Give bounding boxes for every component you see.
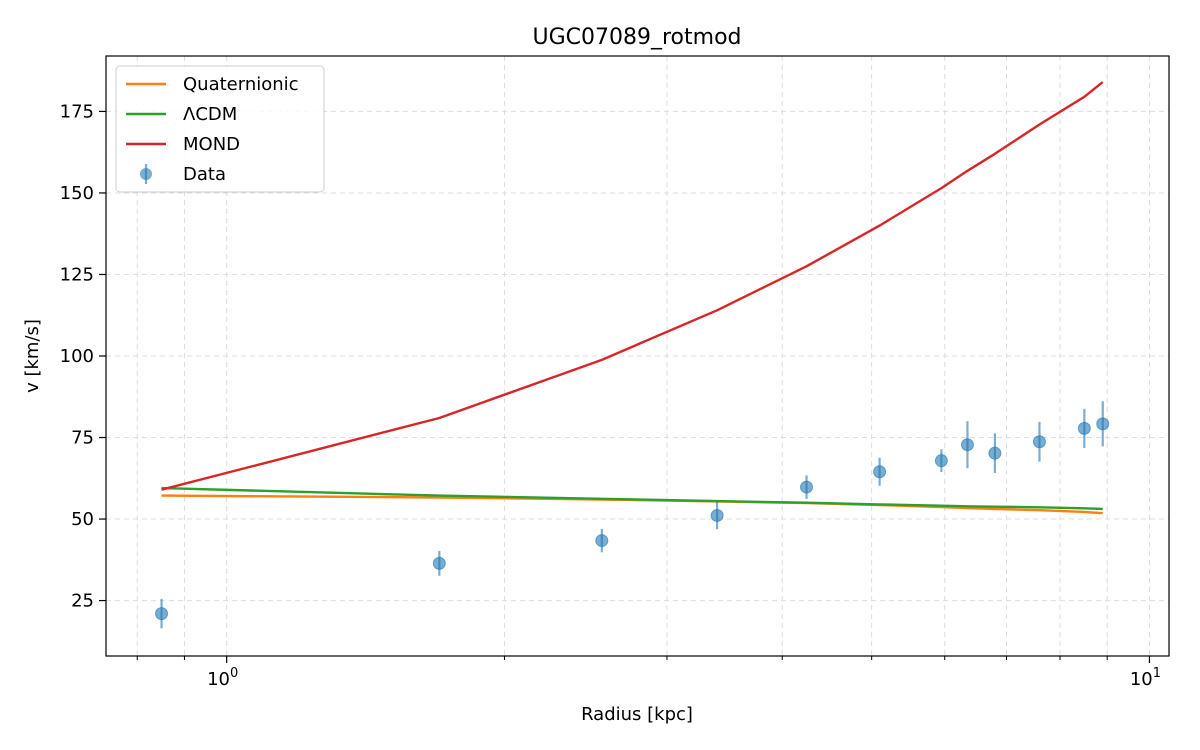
legend-box	[115, 65, 325, 193]
legend-label-quaternionic: Quaternionic	[183, 74, 299, 95]
plot-lines	[161, 81, 1104, 515]
legend-swatch-data	[140, 168, 152, 180]
legend-label-data: Data	[183, 164, 226, 185]
data-point	[432, 556, 446, 570]
data-point	[595, 534, 609, 548]
y-tick-label: 150	[60, 183, 94, 204]
x-tick-base: 10	[1130, 669, 1153, 690]
data-point	[1096, 417, 1110, 431]
axis-ticks	[99, 110, 1151, 663]
legend-label-lcdm: ΛCDM	[183, 104, 237, 125]
x-tick-exponent: 1	[1153, 666, 1161, 681]
y-tick-label: 100	[60, 346, 94, 367]
data-point	[155, 607, 169, 621]
y-tick-label: 25	[71, 591, 94, 612]
data-point	[710, 508, 724, 522]
data-point	[800, 480, 814, 494]
y-tick-label: 50	[71, 509, 94, 530]
data-point	[988, 446, 1002, 460]
data-point	[1032, 435, 1046, 449]
y-axis-label: v [km/s]	[22, 319, 43, 393]
x-tick-label: 100	[207, 666, 238, 690]
plot-points	[155, 401, 1110, 629]
y-tick-label: 75	[71, 428, 94, 449]
series-line-mond	[161, 81, 1104, 491]
data-point	[1077, 421, 1091, 435]
data-point	[934, 454, 948, 468]
grid	[106, 56, 1169, 656]
x-axis-label: Radius [kpc]	[581, 704, 693, 725]
y-tick-label: 125	[60, 264, 94, 285]
x-tick-label: 101	[1130, 666, 1161, 690]
legend: Quaternionic ΛCDM MOND Data	[115, 65, 325, 193]
x-tick-exponent: 0	[230, 666, 238, 681]
series-line-lcdm	[161, 486, 1103, 511]
chart-title: UGC07089_rotmod	[533, 25, 742, 50]
x-tick-base: 10	[207, 669, 230, 690]
data-point	[873, 465, 887, 479]
data-point	[960, 438, 974, 452]
y-tick-label: 175	[60, 101, 94, 122]
legend-label-mond: MOND	[183, 134, 240, 155]
